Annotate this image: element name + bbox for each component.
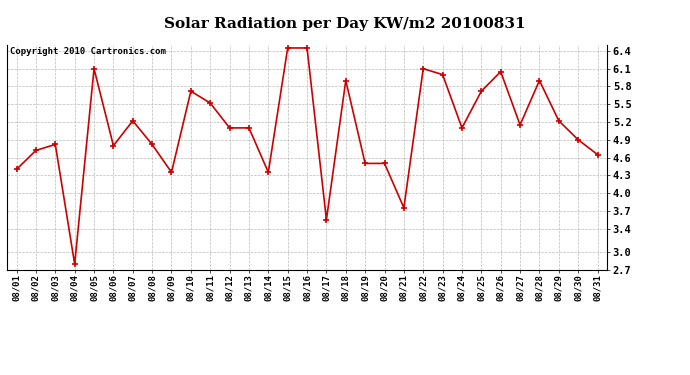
Text: Solar Radiation per Day KW/m2 20100831: Solar Radiation per Day KW/m2 20100831	[164, 17, 526, 31]
Text: Copyright 2010 Cartronics.com: Copyright 2010 Cartronics.com	[10, 47, 166, 56]
